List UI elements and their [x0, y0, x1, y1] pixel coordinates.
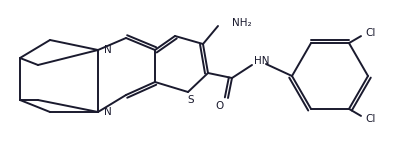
Text: N: N	[104, 45, 112, 55]
Text: HN: HN	[254, 56, 269, 66]
Text: Cl: Cl	[364, 28, 375, 38]
Text: Cl: Cl	[364, 114, 375, 124]
Text: NH₂: NH₂	[231, 18, 251, 28]
Text: O: O	[215, 101, 223, 111]
Text: N: N	[104, 107, 112, 117]
Text: S: S	[187, 95, 194, 105]
